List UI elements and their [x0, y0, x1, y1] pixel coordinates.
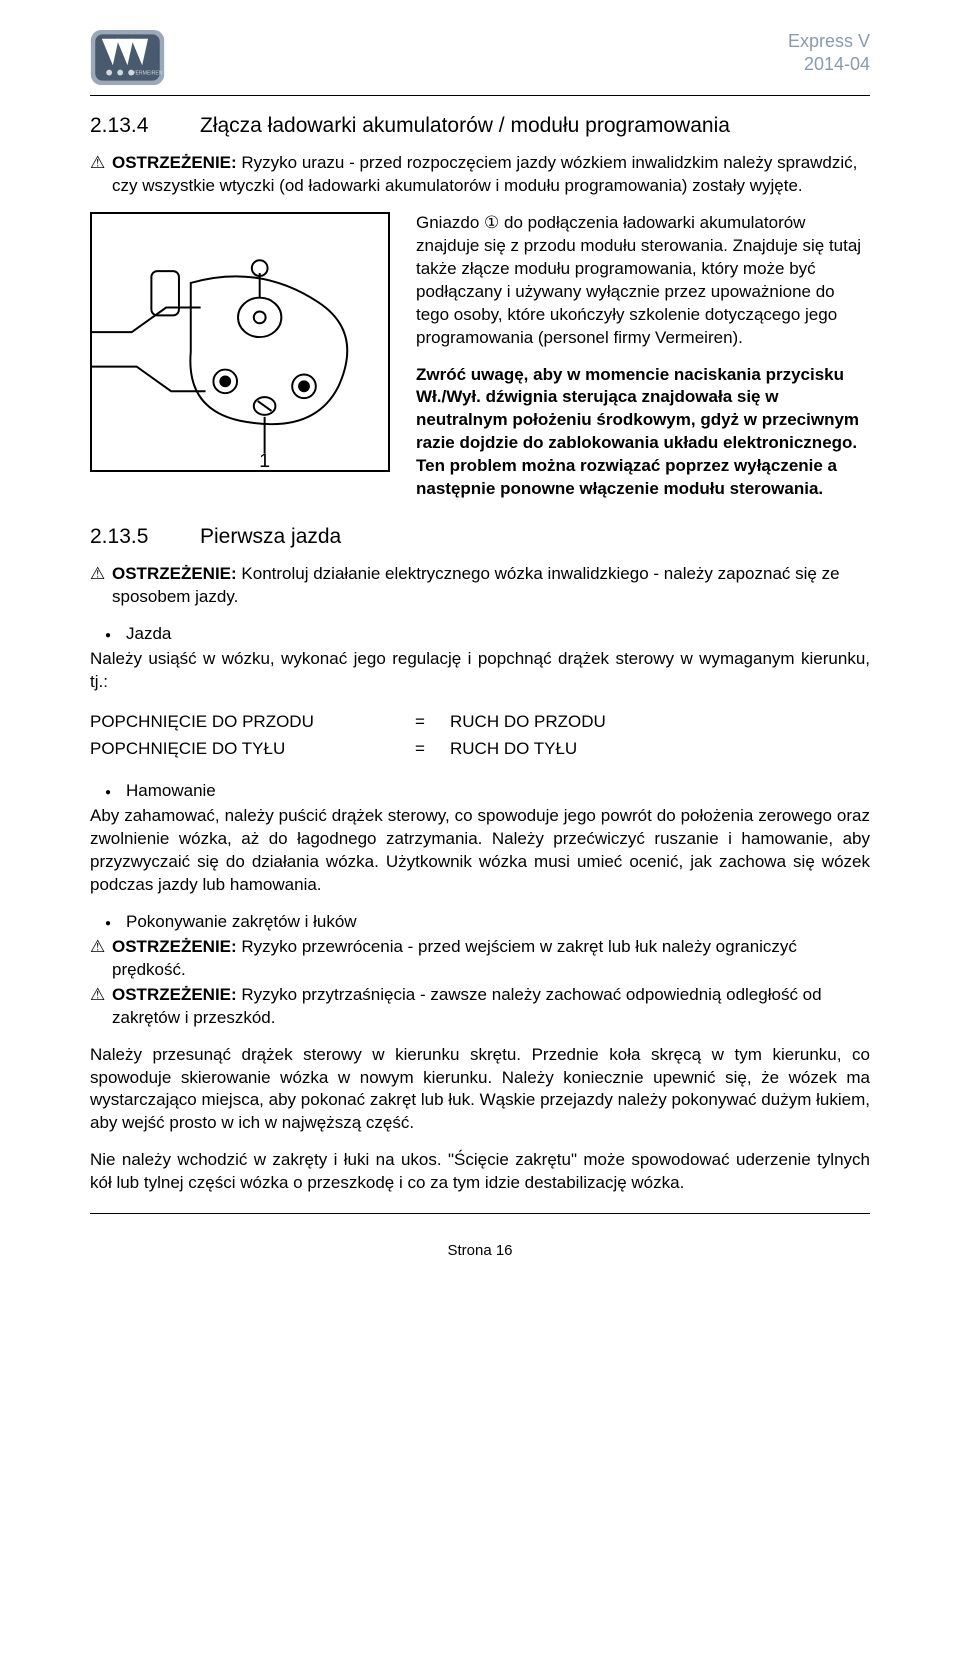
warning-2-13-4: ⚠ OSTRZEŻENIE: Ryzyko urazu - przed rozp… [90, 152, 870, 198]
page-header: VERMEIREN Express V 2014-04 [90, 30, 870, 85]
footer-rule [90, 1213, 870, 1214]
svg-text:VERMEIREN: VERMEIREN [132, 71, 163, 77]
joystick-direction-table: POPCHNIĘCIE DO PRZODU = RUCH DO PRZODU P… [90, 708, 870, 762]
warning-icon: ⚠ [90, 152, 112, 175]
section-2-13-5-title: 2.13.5Pierwsza jazda [90, 525, 870, 549]
para-turning: Należy przesunąć drążek sterowy w kierun… [90, 1044, 870, 1136]
para-diagonal: Nie należy wchodzić w zakręty i łuki na … [90, 1149, 870, 1195]
section-2-13-4-title: 2.13.4Złącza ładowarki akumulatorów / mo… [90, 114, 870, 138]
para-socket-info: Gniazdo ① do podłączenia ładowarki akumu… [416, 212, 870, 350]
header-product: Express V [788, 30, 870, 53]
header-rule [90, 95, 870, 96]
warning-icon: ⚠ [90, 984, 112, 1007]
bullet-zakrety: ● Pokonywanie zakrętów i łuków [90, 911, 870, 934]
para-neutral-warning: Zwróć uwagę, aby w momencie naciskania p… [416, 364, 870, 502]
bullet-hamowanie: ● Hamowanie [90, 780, 870, 803]
bullet-jazda: ● Jazda [90, 623, 870, 646]
warning-2-13-5: ⚠ OSTRZEŻENIE: Kontroluj działanie elekt… [90, 563, 870, 609]
warning-icon: ⚠ [90, 563, 112, 586]
charger-connector-diagram: 1 [90, 212, 390, 472]
vermeiren-logo: VERMEIREN [90, 30, 165, 85]
warning-tipping: ⚠ OSTRZEŻENIE: Ryzyko przewrócenia - prz… [90, 936, 870, 982]
page-number: Strona 16 [90, 1242, 870, 1259]
warning-pinch: ⚠ OSTRZEŻENIE: Ryzyko przytrzaśnięcia - … [90, 984, 870, 1030]
warning-icon: ⚠ [90, 936, 112, 959]
para-hamowanie: Aby zahamować, należy puścić drążek ster… [90, 805, 870, 897]
para-jazda-instr: Należy usiąść w wózku, wykonać jego regu… [90, 648, 870, 694]
header-date: 2014-04 [788, 53, 870, 76]
diagram-callout-1: 1 [259, 450, 270, 470]
